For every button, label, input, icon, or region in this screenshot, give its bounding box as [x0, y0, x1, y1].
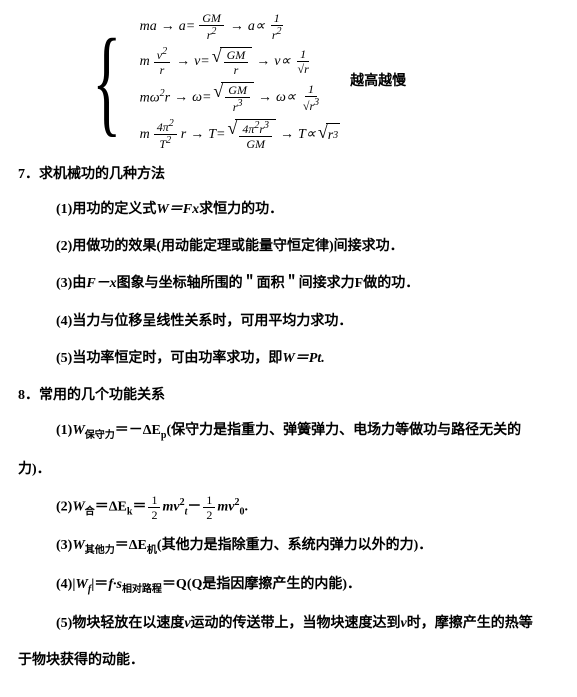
item-7-5: (5)当功率恒定时，可由功率求功，即W＝Pt. [56, 346, 559, 371]
item-8-4-pre: (4)| [56, 577, 75, 592]
item-7-3-pre: (3)由 [56, 276, 86, 291]
equation-annotation: 越高越慢 [350, 71, 406, 92]
item-8-3-sub2: 机 [147, 545, 157, 556]
minus: － [187, 500, 201, 515]
item-7-5-pre: (5)当功率恒定时，可由功率求功，即 [56, 351, 282, 366]
item-7-4: (4)当力与位移呈线性关系时，可用平均力求功． [56, 309, 559, 334]
left-brace: { [92, 21, 121, 141]
item-8-3-pre: (3) [56, 538, 72, 553]
eq-line-1: ma→a= GMr2 →a∝ 1r2 [140, 12, 341, 41]
item-8-2-eq1: ＝ΔE [95, 500, 127, 515]
item-8-1-post: (保守力是指重力、弹簧弹力、电场力等做功与路径无关的 [166, 423, 521, 438]
item-8-4-f: f·s [108, 577, 122, 592]
item-7-3: (3)由F－x图象与坐标轴所围的＂面积＂间接求力F做的功． [56, 271, 559, 296]
item-8-4-eq: ＝Q(Q [162, 577, 202, 592]
item-7-2-text: (2)用做功的效果(用动能定理或能量守恒定律)间接求功． [56, 239, 404, 254]
item-8-5: (5)物块轻放在以速度v运动的传送带上，当物块速度达到v时，摩擦产生的热等 [56, 611, 559, 636]
item-7-1-post: 求恒力的功． [199, 202, 283, 217]
equation-lines: ma→a= GMr2 →a∝ 1r2 m v2r →v= √GMr →v∝ 1√… [140, 12, 341, 150]
item-8-2-pre: (2) [56, 500, 72, 515]
item-7-1-pre: (1)用功的定义式 [56, 202, 156, 217]
section-7-title: 7．求机械功的几种方法 [18, 164, 559, 185]
item-8-1-eq: ＝－ΔE [115, 423, 161, 438]
item-8-4-post: 是指因摩擦产生的内能)． [202, 577, 361, 592]
item-8-2: (2)W合＝ΔEk＝12mv2t－12mv20. [56, 494, 559, 522]
item-7-3-post: 图象与坐标轴所围的＂面积＂间接求力F做的功． [117, 276, 420, 291]
frac1d: 2 [148, 508, 160, 521]
item-7-3-formula: F－x [86, 276, 116, 291]
item-8-5-cont: 于物块获得的动能． [18, 648, 559, 673]
frac2n: 1 [203, 494, 215, 508]
item-8-4-bar: |＝ [91, 577, 108, 592]
v2: mv [217, 500, 234, 515]
item-8-4: (4)|Wf|＝f·s相对路程＝Q(Q是指因摩擦产生的内能)． [56, 572, 559, 599]
item-7-2: (2)用做功的效果(用动能定理或能量守恒定律)间接求功． [56, 234, 559, 259]
item-8-2-sub: 合 [85, 506, 95, 517]
equation-system: { ma→a= GMr2 →a∝ 1r2 m v2r →v= √GMr →v∝ … [78, 12, 559, 150]
section-8-title: 8．常用的几个功能关系 [18, 385, 559, 406]
item-8-3-w: W [72, 538, 84, 553]
eq-line-4: m 4π2T2 r→T= √4π2r3GM →T∝ √r3 [140, 119, 341, 150]
item-8-2-w: W [72, 500, 84, 515]
item-8-1-w: W [72, 423, 84, 438]
item-7-5-formula: W＝Pt. [282, 351, 324, 366]
item-7-1: (1)用功的定义式W＝Fx求恒力的功． [56, 197, 559, 222]
item-8-1-pre: (1) [56, 423, 72, 438]
item-8-1-cont: 力)． [18, 457, 559, 482]
item-8-4-w: W [75, 577, 87, 592]
item-8-3-eq: ＝ΔE [115, 538, 147, 553]
frac1n: 1 [148, 494, 160, 508]
item-8-3: (3)W其他力＝ΔE机(其他力是指除重力、系统内弹力以外的力)． [56, 533, 559, 560]
item-7-1-formula: W＝Fx [156, 202, 199, 217]
frac2d: 2 [203, 508, 215, 521]
item-8-4-sub2: 相对路程 [122, 584, 162, 595]
item-7-4-text: (4)当力与位移呈线性关系时，可用平均力求功． [56, 314, 352, 329]
eq-line-2: m v2r →v= √GMr →v∝ 1√r [140, 47, 341, 76]
item-8-1-sub: 保守力 [85, 430, 115, 441]
item-8-3-sub: 其他力 [85, 545, 115, 556]
item-8-3-post: (其他力是指除重力、系统内弹力以外的力)． [157, 538, 432, 553]
eq-line-3: mω2r→ω= √GMr3 →ω∝ 1√r3 [140, 82, 341, 113]
item-8-1: (1)W保守力＝－ΔEp(保守力是指重力、弹簧弹力、电场力等做功与路径无关的 [56, 418, 559, 445]
v1: mv [162, 500, 179, 515]
dot: . [244, 500, 248, 515]
item-8-2-eq2: ＝ [132, 500, 146, 515]
